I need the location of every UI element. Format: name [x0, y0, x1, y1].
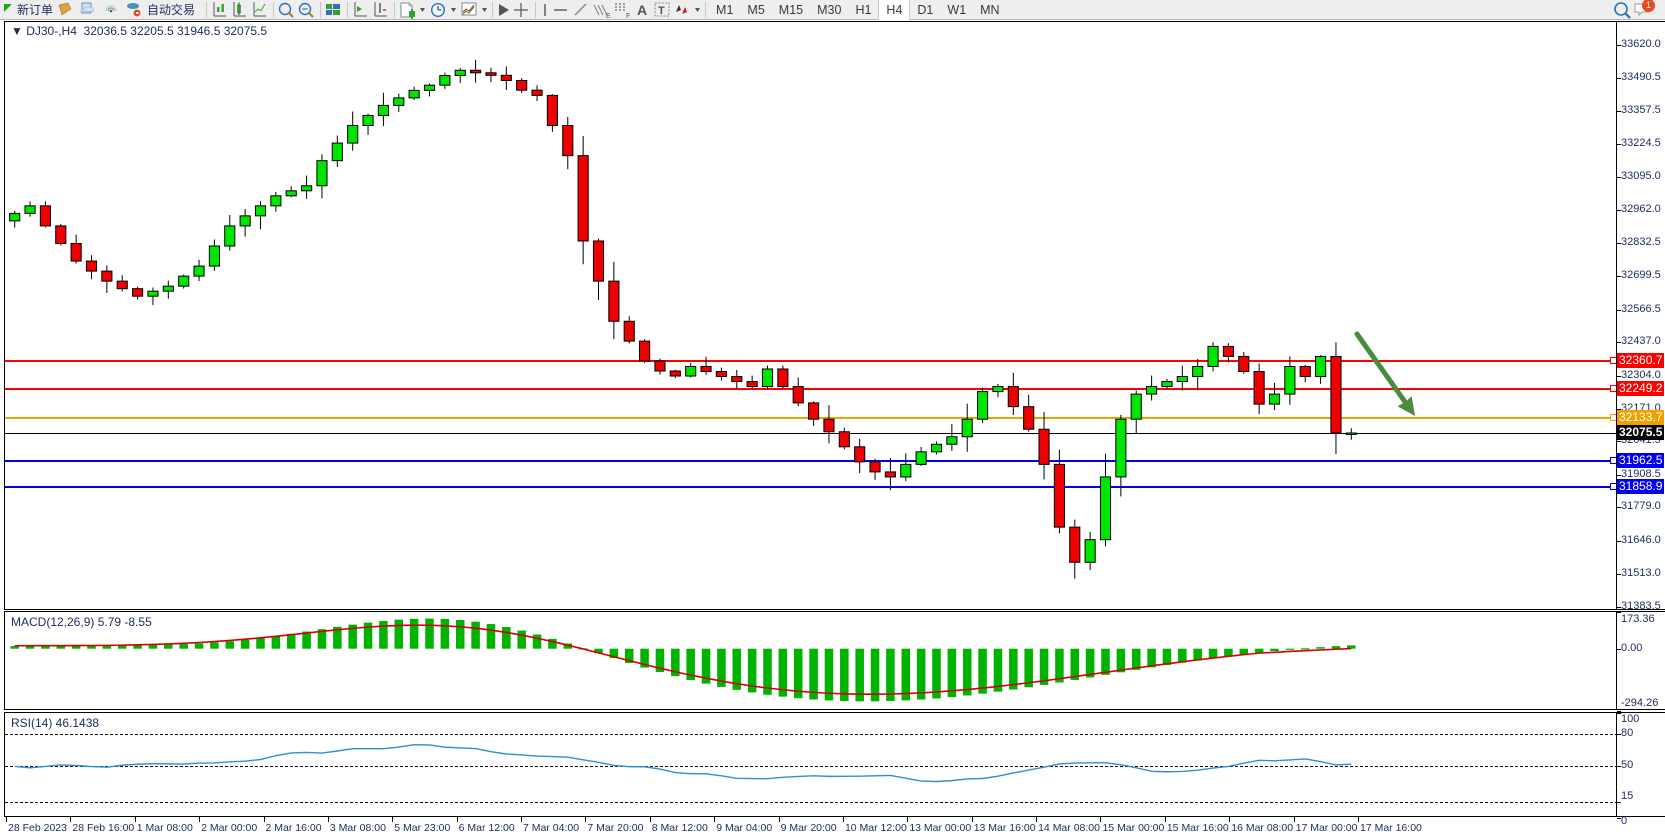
svg-text:T: T — [658, 5, 665, 17]
svg-text:A: A — [637, 2, 647, 18]
svg-text:E: E — [606, 13, 611, 19]
svg-text:F: F — [626, 13, 630, 19]
